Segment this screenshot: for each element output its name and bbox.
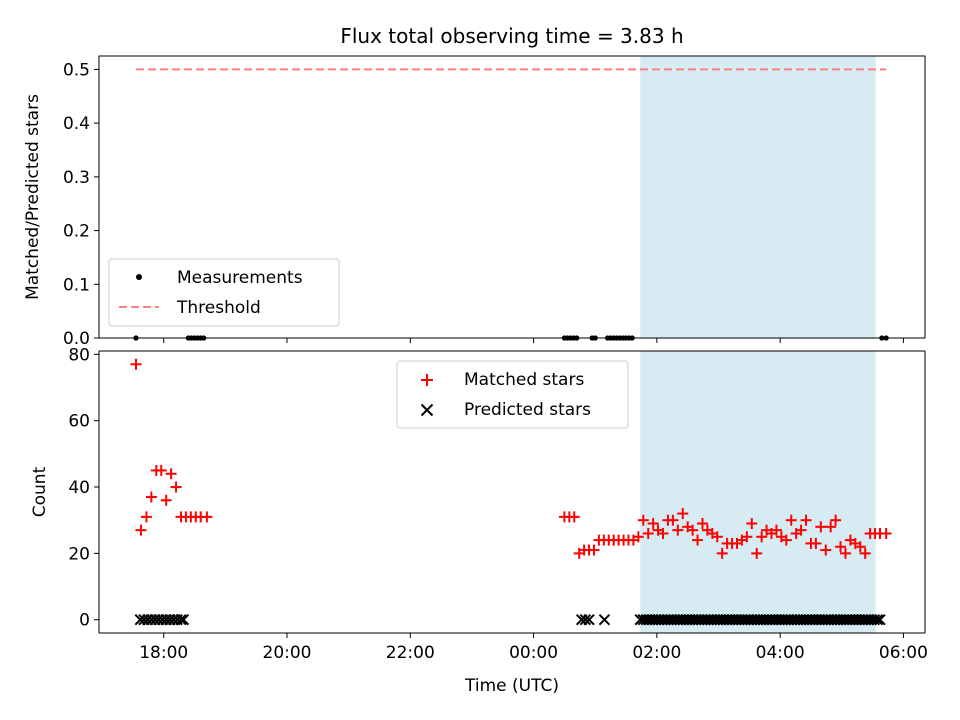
matched-star-point: [800, 514, 812, 526]
matched-star-point: [696, 518, 708, 530]
top-y-axis-label: Matched/Predicted stars: [23, 94, 43, 300]
matched-star-point: [201, 511, 213, 523]
matched-star-point: [642, 527, 654, 539]
bottom-xtick-label: 18:00: [139, 643, 188, 663]
top-ytick-label: 0.4: [63, 114, 90, 134]
matched-star-point: [785, 514, 797, 526]
bottom-ytick-label: 0: [79, 611, 90, 631]
bottom-xtick-label: 00:00: [509, 643, 558, 663]
matched-star-point: [677, 508, 689, 520]
top-ytick-label: 0.0: [63, 329, 90, 349]
legend-matched-label: Matched stars: [464, 370, 584, 390]
bottom-panel: 0 20 40 60 80 18:00 20:00 22:00 00:00 02:00 04:00 0…: [30, 345, 928, 696]
matched-star-point: [588, 544, 600, 556]
bottom-xtick-label: 02:00: [632, 643, 681, 663]
legend-predicted-marker: [420, 403, 434, 417]
matched-star-point: [637, 514, 649, 526]
legend-predicted-label: Predicted stars: [464, 400, 591, 420]
top-ytick-label: 0.3: [63, 168, 90, 188]
matched-star-point: [825, 521, 837, 533]
matched-star-point: [751, 547, 763, 559]
bottom-xtick-label: 22:00: [386, 643, 435, 663]
matched-star-point: [711, 531, 723, 543]
top-ytick-label: 0.2: [63, 222, 90, 242]
bottom-legend: Matched stars Predicted stars: [396, 360, 629, 429]
matched-star-point: [145, 491, 157, 503]
bottom-axes-frame: [98, 350, 926, 634]
legend-measurements-label: Measurements: [177, 268, 303, 288]
predicted-stars-points: [134, 614, 886, 626]
matched-star-point: [140, 511, 152, 523]
matched-star-point: [692, 534, 704, 546]
legend-measurement-marker: [136, 274, 142, 280]
predicted-star-point: [874, 614, 886, 626]
matched-star-point: [835, 541, 847, 553]
bottom-xtick-label: 20:00: [263, 643, 312, 663]
matched-star-point: [780, 534, 792, 546]
predicted-star-point: [579, 614, 592, 626]
bottom-axis-ticks: 0 20 40 60 80 18:00 20:00 22:00 00:00 02:00 04:00 0…: [68, 345, 928, 663]
predicted-star-point: [583, 614, 595, 626]
bottom-ytick-label: 60: [68, 412, 90, 432]
matched-star-point: [859, 547, 871, 559]
matched-star-point: [854, 541, 866, 553]
top-axis-ticks: 0.0 0.1 0.2 0.3 0.4 0.5: [63, 60, 904, 349]
bottom-ytick-label: 80: [68, 345, 90, 365]
matched-star-point: [795, 524, 807, 536]
legend-predicted-glyph: [420, 403, 434, 417]
matched-star-point: [632, 531, 644, 543]
x-axis-label: Time (UTC): [464, 676, 559, 696]
matched-star-point: [170, 481, 182, 493]
predicted-star-point: [177, 614, 190, 626]
matched-star-point: [815, 521, 827, 533]
bottom-xtick-label: 06:00: [879, 643, 928, 663]
top-ytick-label: 0.1: [63, 275, 90, 295]
matched-star-point: [741, 531, 753, 543]
top-ytick-label: 0.5: [63, 60, 90, 80]
legend-matched-glyph: [421, 374, 433, 386]
bottom-legend-box: [396, 360, 629, 429]
matched-star-point: [820, 544, 832, 556]
predicted-star-point: [871, 614, 884, 626]
bottom-y-axis-label: Count: [30, 466, 50, 517]
matched-star-point: [880, 527, 892, 539]
bottom-ytick-label: 20: [68, 544, 90, 564]
matched-star-point: [160, 494, 172, 506]
legend-threshold-label: Threshold: [176, 298, 261, 318]
predicted-star-point: [598, 614, 611, 626]
matched-stars-points: [130, 358, 892, 559]
matched-star-point: [839, 547, 851, 559]
matched-star-point: [716, 547, 728, 559]
matched-star-point: [568, 511, 580, 523]
top-legend: Measurements Threshold: [108, 258, 340, 327]
bottom-xtick-label: 04:00: [756, 643, 805, 663]
top-panel: 0.0 0.1 0.2 0.3 0.4 0.5 Matched/Predicted sta…: [23, 55, 926, 349]
matched-star-point: [155, 464, 167, 476]
matched-star-point: [165, 468, 177, 480]
matched-star-point: [657, 527, 669, 539]
matched-star-point: [810, 537, 822, 549]
measurement-points: [133, 335, 889, 341]
legend-matched-marker: [421, 374, 433, 386]
top-axes-frame: [98, 55, 926, 339]
chart-title: Flux total observing time = 3.83 h: [340, 24, 683, 48]
matched-star-point: [756, 531, 768, 543]
matched-star-point: [135, 524, 147, 536]
matched-star-point: [770, 524, 782, 536]
matched-star-point: [687, 524, 699, 536]
predicted-star-point: [175, 614, 187, 626]
top-legend-box: [108, 258, 340, 327]
matched-star-point: [667, 514, 679, 526]
matched-star-point: [746, 518, 758, 530]
bottom-ytick-label: 40: [68, 478, 90, 498]
matched-star-point: [130, 358, 142, 370]
bottom-shaded-span: [640, 351, 876, 633]
matched-star-point: [672, 524, 684, 536]
top-shaded-span: [640, 56, 876, 338]
matched-star-point: [647, 518, 659, 530]
matched-star-point: [830, 514, 842, 526]
